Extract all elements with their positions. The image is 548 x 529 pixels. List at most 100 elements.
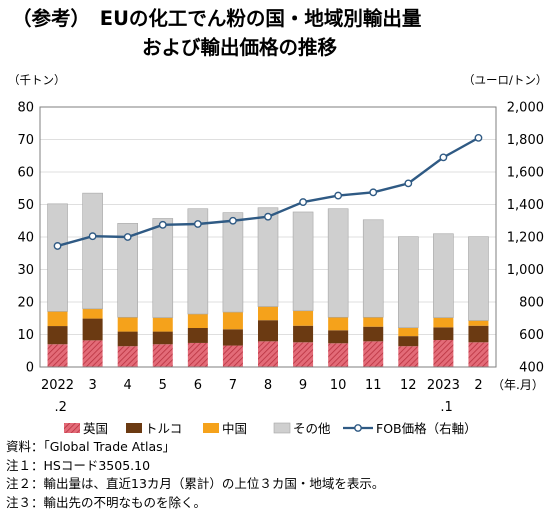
legend-label: FOB価格（右軸） <box>376 421 477 436</box>
x-tick-label: 2 <box>474 378 482 393</box>
left-axis-ticks: 0 10 20 30 40 50 60 70 80 <box>17 101 34 376</box>
left-tick-label: 50 <box>17 198 34 213</box>
bar-segment-other <box>152 218 174 318</box>
left-tick-label: 10 <box>17 328 34 343</box>
right-tick-label: 800 <box>519 296 544 311</box>
fob-price-point <box>334 191 343 200</box>
bar-segment-uk <box>293 342 314 367</box>
legend-swatch <box>64 423 80 433</box>
x-tick-label-line2: .2 <box>55 400 67 415</box>
bar-segment-other <box>187 208 209 315</box>
bar-segment-china <box>222 312 243 330</box>
x-tick-label: 10 <box>330 378 347 393</box>
right-tick-label: 1,200 <box>507 231 544 246</box>
plot-area-frame <box>39 106 497 368</box>
left-tick-label: 80 <box>17 101 34 116</box>
fob-price-point <box>229 216 237 225</box>
bar-segment-turkey <box>433 327 454 341</box>
bar-segment-china <box>47 311 68 327</box>
x-tick-label: 5 <box>159 378 167 393</box>
bar-segment-china <box>117 317 138 332</box>
bar-segment-china <box>363 317 384 327</box>
x-tick-label: 6 <box>194 378 202 393</box>
note-source: 資料：「Global Trade Atlas」 <box>6 439 176 454</box>
x-axis-ticks: 2022 .2 3 4 5 6 7 8 9 10 11 12 2023 .1 2 <box>41 378 483 415</box>
bar-segment-uk <box>187 342 208 367</box>
fob-price-point <box>299 198 307 206</box>
bar-segment-uk <box>468 342 489 367</box>
right-tick-label: 1,600 <box>507 166 544 181</box>
x-tick-label: 7 <box>229 378 237 393</box>
bar-segment-turkey <box>152 331 173 345</box>
fob-price-point <box>53 242 62 250</box>
x-tick-label: 9 <box>299 378 307 393</box>
fob-price-point <box>264 212 272 221</box>
bar-segment-other <box>362 219 384 318</box>
notes: 資料：「Global Trade Atlas」 注１：HSコード3505.10 … <box>6 438 384 512</box>
fob-price-point <box>474 133 483 142</box>
bar-segment-china <box>328 317 349 331</box>
left-axis-unit: （千トン） <box>8 73 66 87</box>
bar-segment-uk <box>398 346 419 367</box>
bar-segment-uk <box>363 341 384 367</box>
title-line-2: および輸出価格の推移 <box>142 36 338 59</box>
x-tick-label: 4 <box>124 378 132 393</box>
right-tick-label: 2,000 <box>507 101 544 116</box>
bar-segment-china <box>258 306 278 321</box>
right-tick-label: 400 <box>519 361 544 376</box>
bar-segment-turkey <box>398 336 419 347</box>
bar-segment-turkey <box>222 329 243 346</box>
bar-segment-turkey <box>187 328 208 343</box>
x-tick-label: 11 <box>365 378 382 393</box>
fob-price-point <box>158 220 167 229</box>
bar-segment-uk <box>152 344 173 367</box>
bar-segment-uk <box>82 340 103 367</box>
bar-segment-china <box>468 320 489 326</box>
x-tick-label: 3 <box>88 378 96 393</box>
bar-segment-china <box>398 327 419 337</box>
bar-segment-other <box>82 192 103 310</box>
x-axis-unit: （年.月） <box>492 378 544 392</box>
legend-swatch <box>203 423 219 433</box>
x-tick-label: 2022 <box>41 378 74 393</box>
legend-swatch <box>126 423 142 433</box>
left-tick-label: 30 <box>17 263 34 278</box>
bar-segment-china <box>82 308 103 319</box>
right-tick-label: 1,800 <box>507 133 544 148</box>
x-tick-label: 8 <box>264 378 272 393</box>
x-tick-label: 2023 <box>427 378 460 393</box>
line-layer <box>53 133 483 250</box>
bar-segment-turkey <box>468 325 489 343</box>
fob-price-point <box>88 232 97 241</box>
fob-price-point <box>123 233 132 241</box>
fob-price-point <box>439 153 448 162</box>
bar-segment-other <box>292 211 314 312</box>
fob-price-point <box>369 188 378 197</box>
right-axis-ticks: 400 600 800 1,000 1,200 1,400 1,600 1,800 2,000 <box>507 101 544 376</box>
legend-line-marker <box>354 424 362 432</box>
legend-label: その他 <box>293 421 331 436</box>
title-line-1: （参考） EUの化工でん粉の国・地域別輸出量 <box>12 7 422 30</box>
bar-segment-turkey <box>82 318 103 341</box>
right-tick-label: 600 <box>519 328 544 343</box>
bar-segment-uk <box>258 341 278 367</box>
chart: （千トン） （ユーロ/トン） 0 10 20 30 40 50 60 70 80 400 600 8… <box>8 73 547 436</box>
bar-segment-china <box>187 314 208 328</box>
right-tick-label: 1,000 <box>507 263 544 278</box>
bar-segment-turkey <box>363 326 384 342</box>
bar-segment-other <box>117 223 138 318</box>
right-tick-label: 1,400 <box>507 198 544 213</box>
bar-segment-other <box>398 236 419 328</box>
note-1: 注１：HSコード3505.10 <box>6 457 151 473</box>
bar-segment-turkey <box>258 320 278 342</box>
bar-segment-other <box>222 212 244 313</box>
bar-segment-other <box>257 207 279 307</box>
x-tick-label: 12 <box>400 378 417 393</box>
bars-layer <box>47 192 489 367</box>
bar-segment-turkey <box>328 330 349 344</box>
left-tick-label: 40 <box>17 231 34 246</box>
grid-layer <box>40 139 496 335</box>
bar-segment-other <box>327 208 349 318</box>
left-tick-label: 60 <box>17 166 34 181</box>
legend-label: トルコ <box>145 421 182 436</box>
